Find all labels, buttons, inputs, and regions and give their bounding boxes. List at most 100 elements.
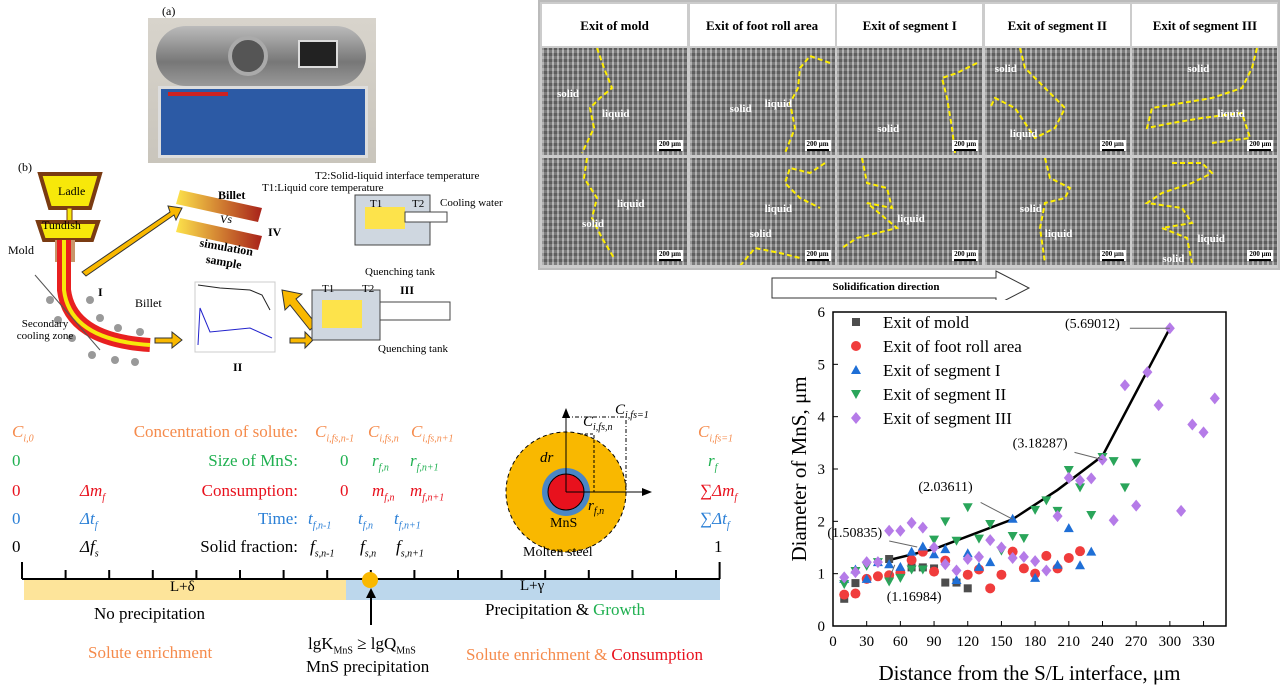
label-consumption: Consumption: <box>201 481 298 500</box>
data-point-square <box>941 578 950 587</box>
value-m2: mf,n+1 <box>410 481 445 504</box>
panel-a-label: (a) <box>162 4 176 18</box>
t1-label-bottom: T1 <box>322 283 335 295</box>
panel-b-label: (b) <box>18 160 32 174</box>
tundish-label: Tundish <box>42 218 81 232</box>
data-point-triangle-up <box>951 574 962 584</box>
scale-bar: 200 μm <box>1247 140 1274 151</box>
t1-description: T1:Liquid core temperature <box>262 182 384 194</box>
scale-bar: 200 μm <box>804 250 831 261</box>
data-point-triangle-up <box>985 557 996 567</box>
phase-delta-label: L+δ <box>170 579 195 595</box>
value-r0: 0 <box>340 451 349 470</box>
data-point-diamond <box>850 566 861 579</box>
x-tick-label: 330 <box>1192 634 1215 650</box>
label-time: Time: <box>257 509 298 528</box>
ladle-label: Ladle <box>58 184 86 198</box>
start-size: 0 <box>12 451 21 470</box>
solid-label: solid <box>1187 63 1210 75</box>
solid-label: solid <box>994 63 1017 75</box>
liquid-label: liquid <box>602 108 630 120</box>
data-point-triangle-down <box>1119 483 1130 493</box>
annotation-leader <box>889 540 918 548</box>
micrograph-grid: Exit of mold solid liquid 200 μm liquid solid… <box>538 0 1280 270</box>
interface-line <box>841 158 900 249</box>
x-tick-label: 240 <box>1091 634 1114 650</box>
micrograph: solid 200 μm <box>837 48 983 155</box>
data-point-triangle-up <box>1007 513 1018 523</box>
x-tick-label: 150 <box>990 634 1013 650</box>
interface-line <box>988 48 1067 140</box>
casting-process-diagram <box>34 172 451 366</box>
timeline-svg <box>21 408 721 625</box>
data-point-triangle-up <box>906 546 917 556</box>
value-c3: Ci,fs,n+1 <box>411 422 454 445</box>
start-solid_fraction: 0 <box>12 537 21 556</box>
data-point-diamond <box>1198 426 1209 439</box>
micrograph: solid liquid 200 μm <box>689 48 835 155</box>
legend-entry: Exit of mold <box>883 313 969 332</box>
interface-line <box>783 54 830 154</box>
data-point-triangle-up <box>1075 560 1086 570</box>
stage-I-label: I <box>98 285 103 299</box>
cooling-water-label: Cooling water <box>440 197 503 209</box>
data-point-triangle-down <box>1007 531 1018 541</box>
data-point-circle <box>850 588 861 599</box>
c-fs1-label: Ci,fs=1 <box>615 402 649 421</box>
data-point-diamond <box>1119 379 1130 392</box>
profile-line <box>580 433 595 492</box>
micrograph: solid liquid 200 μm <box>984 48 1130 155</box>
liquid-label: liquid <box>617 198 645 210</box>
x-tick-label: 300 <box>1159 634 1182 650</box>
data-point-diamond <box>1007 551 1018 564</box>
data-point-triangle-up <box>861 573 872 583</box>
scale-bar-label: 200 μm <box>658 250 681 258</box>
column-header: Exit of segment I <box>837 4 983 46</box>
solute-enrichment-label: Solute enrichment <box>88 643 213 662</box>
y-tick-label: 6 <box>818 305 826 321</box>
interface-line <box>739 162 826 265</box>
molten-steel-label: Molten steel <box>523 545 593 560</box>
value-t1: tf,n-1 <box>308 509 332 532</box>
data-point-circle <box>1018 563 1029 574</box>
scale-bar-label: 200 μm <box>806 140 829 148</box>
data-point-diamond <box>884 524 895 537</box>
data-point-circle <box>1007 546 1018 557</box>
scale-bar: 200 μm <box>656 140 683 151</box>
data-point-diamond <box>1176 504 1187 517</box>
precipitation-growth-label: Precipitation & Growth <box>485 600 646 619</box>
column-header: Exit of foot roll area <box>689 4 835 46</box>
t1-label-top: T1 <box>370 198 383 210</box>
data-point-circle <box>985 583 996 594</box>
data-point-diamond <box>1075 474 1086 487</box>
delta-phase-band <box>24 580 346 600</box>
data-point-diamond <box>1097 453 1108 466</box>
mns-precipitation-label: MnS precipitation <box>306 657 430 676</box>
value-f2: fs,n <box>360 537 377 560</box>
end-consumption: ∑Δmf <box>700 481 738 504</box>
value-f1: fs,n-1 <box>310 537 335 560</box>
data-point-diamond <box>951 564 962 577</box>
data-point-triangle-down <box>1075 483 1086 493</box>
annotation-label: (5.69012) <box>1065 317 1120 332</box>
x-tick-label: 30 <box>859 634 874 650</box>
scale-bar-label: 200 μm <box>806 250 829 258</box>
micrograph: liquid solid 200 μm <box>1132 158 1278 265</box>
data-point-triangle-down <box>906 565 917 575</box>
liquid-label: liquid <box>1197 233 1225 245</box>
legend-entry: Exit of segment II <box>883 385 1007 404</box>
y-axis-label: Diameter of MnS, μm <box>787 376 811 561</box>
phase-gamma-label: L+γ <box>520 578 545 594</box>
annotation-label: (3.18287) <box>1013 437 1068 452</box>
x-tick-label: 180 <box>1024 634 1047 650</box>
data-point-triangle-up <box>917 541 928 551</box>
no-precipitation-label: No precipitation <box>94 604 205 623</box>
legend-marker <box>851 412 861 424</box>
data-point-diamond <box>1153 399 1164 412</box>
data-point-diamond <box>929 541 940 554</box>
data-point-diamond <box>1018 550 1029 563</box>
r-fn-label: rf,n <box>588 498 605 517</box>
stage-III-label: III <box>400 283 415 297</box>
legend-marker <box>851 341 861 351</box>
data-point-square <box>885 555 894 564</box>
